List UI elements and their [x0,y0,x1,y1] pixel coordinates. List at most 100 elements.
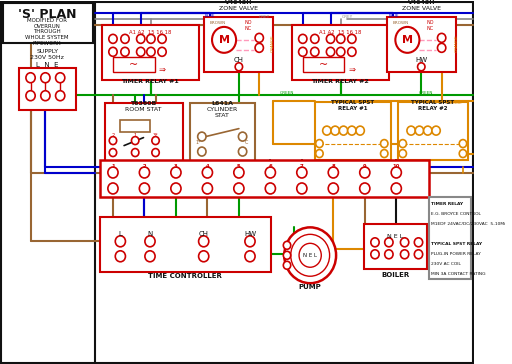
Text: PUMP: PUMP [299,284,322,290]
Circle shape [26,73,35,83]
Circle shape [198,132,206,141]
Text: GREY: GREY [258,15,269,19]
Bar [364,224,427,269]
Circle shape [360,167,370,178]
Bar [3,3,93,43]
Text: 8: 8 [331,164,335,169]
Circle shape [132,149,139,157]
Text: NO: NO [244,20,252,25]
Text: ZONE VALVE: ZONE VALVE [402,7,441,11]
Circle shape [437,33,446,42]
Text: ORANGE: ORANGE [271,34,275,52]
Text: 3*: 3* [153,133,158,138]
Circle shape [385,250,393,259]
Circle shape [283,261,291,269]
Circle shape [171,167,181,178]
Circle shape [121,47,129,56]
Circle shape [212,27,236,53]
Text: ⇒: ⇒ [348,64,355,73]
Circle shape [360,183,370,194]
Text: BLUE: BLUE [205,14,216,18]
Text: CYLINDER: CYLINDER [206,107,238,112]
Text: NC: NC [245,26,252,31]
Text: GREEN: GREEN [419,91,433,95]
Circle shape [41,73,50,83]
Circle shape [415,126,423,135]
Text: TYPICAL SPST: TYPICAL SPST [331,100,374,105]
Circle shape [414,250,423,259]
Text: 9: 9 [363,164,367,169]
Text: HW: HW [244,232,256,237]
Text: 230V 50Hz: 230V 50Hz [30,55,64,60]
Circle shape [108,167,118,178]
Circle shape [311,34,319,43]
Text: 5: 5 [237,164,241,169]
Circle shape [371,238,379,247]
Text: T6360B: T6360B [131,101,157,106]
Bar [292,25,389,80]
Circle shape [137,34,145,43]
Circle shape [245,251,255,262]
Text: NC: NC [427,26,434,31]
Circle shape [297,183,307,194]
Text: 4: 4 [206,164,209,169]
Bar [429,197,471,279]
Circle shape [26,91,35,101]
Circle shape [283,241,291,249]
Circle shape [423,126,432,135]
Circle shape [385,238,393,247]
Text: 'S' PLAN: 'S' PLAN [18,8,76,21]
Text: ZONE VALVE: ZONE VALVE [219,7,259,11]
Circle shape [391,167,401,178]
Text: ORANGE: ORANGE [455,34,458,52]
Text: 6: 6 [268,164,272,169]
Text: PLUG-IN POWER RELAY: PLUG-IN POWER RELAY [431,252,480,256]
Circle shape [407,126,415,135]
Bar [100,217,271,272]
Text: ORANGE: ORANGE [445,101,462,105]
Circle shape [255,43,263,52]
Circle shape [147,34,155,43]
Circle shape [245,236,255,247]
Bar [102,25,199,80]
Circle shape [399,139,407,147]
Text: TYPICAL SPST RELAY: TYPICAL SPST RELAY [431,242,482,246]
Text: 7: 7 [300,164,304,169]
Text: CH: CH [234,57,244,63]
Bar [113,57,155,72]
Text: A1 A2  15 16 18: A1 A2 15 16 18 [129,30,171,35]
Circle shape [108,183,118,194]
Circle shape [198,147,206,156]
Circle shape [356,126,365,135]
Circle shape [400,250,409,259]
Bar [18,68,76,110]
Circle shape [145,236,155,247]
Text: CH: CH [199,232,209,237]
Circle shape [336,47,345,56]
Text: 1*: 1* [195,140,201,145]
Bar [315,102,391,159]
Circle shape [137,47,145,56]
Circle shape [336,34,345,43]
Circle shape [132,136,139,145]
Circle shape [265,167,275,178]
Circle shape [139,167,150,178]
Text: HW: HW [415,57,428,63]
Text: NO: NO [427,20,434,25]
Circle shape [255,33,263,42]
Text: TIMER RELAY: TIMER RELAY [431,202,463,206]
Circle shape [348,34,356,43]
Circle shape [239,147,247,156]
Circle shape [56,73,65,83]
Circle shape [399,150,407,158]
Text: N: N [147,232,153,237]
Circle shape [339,126,348,135]
Bar [387,17,457,72]
Circle shape [109,136,117,145]
Text: ROOM STAT: ROOM STAT [125,107,162,112]
Text: RELAY #2: RELAY #2 [418,106,447,111]
Text: TIMER RELAY #1: TIMER RELAY #1 [121,79,179,84]
Text: TIME CONTROLLER: TIME CONTROLLER [148,273,222,279]
Text: TIMER RELAY #2: TIMER RELAY #2 [311,79,369,84]
Circle shape [298,47,307,56]
